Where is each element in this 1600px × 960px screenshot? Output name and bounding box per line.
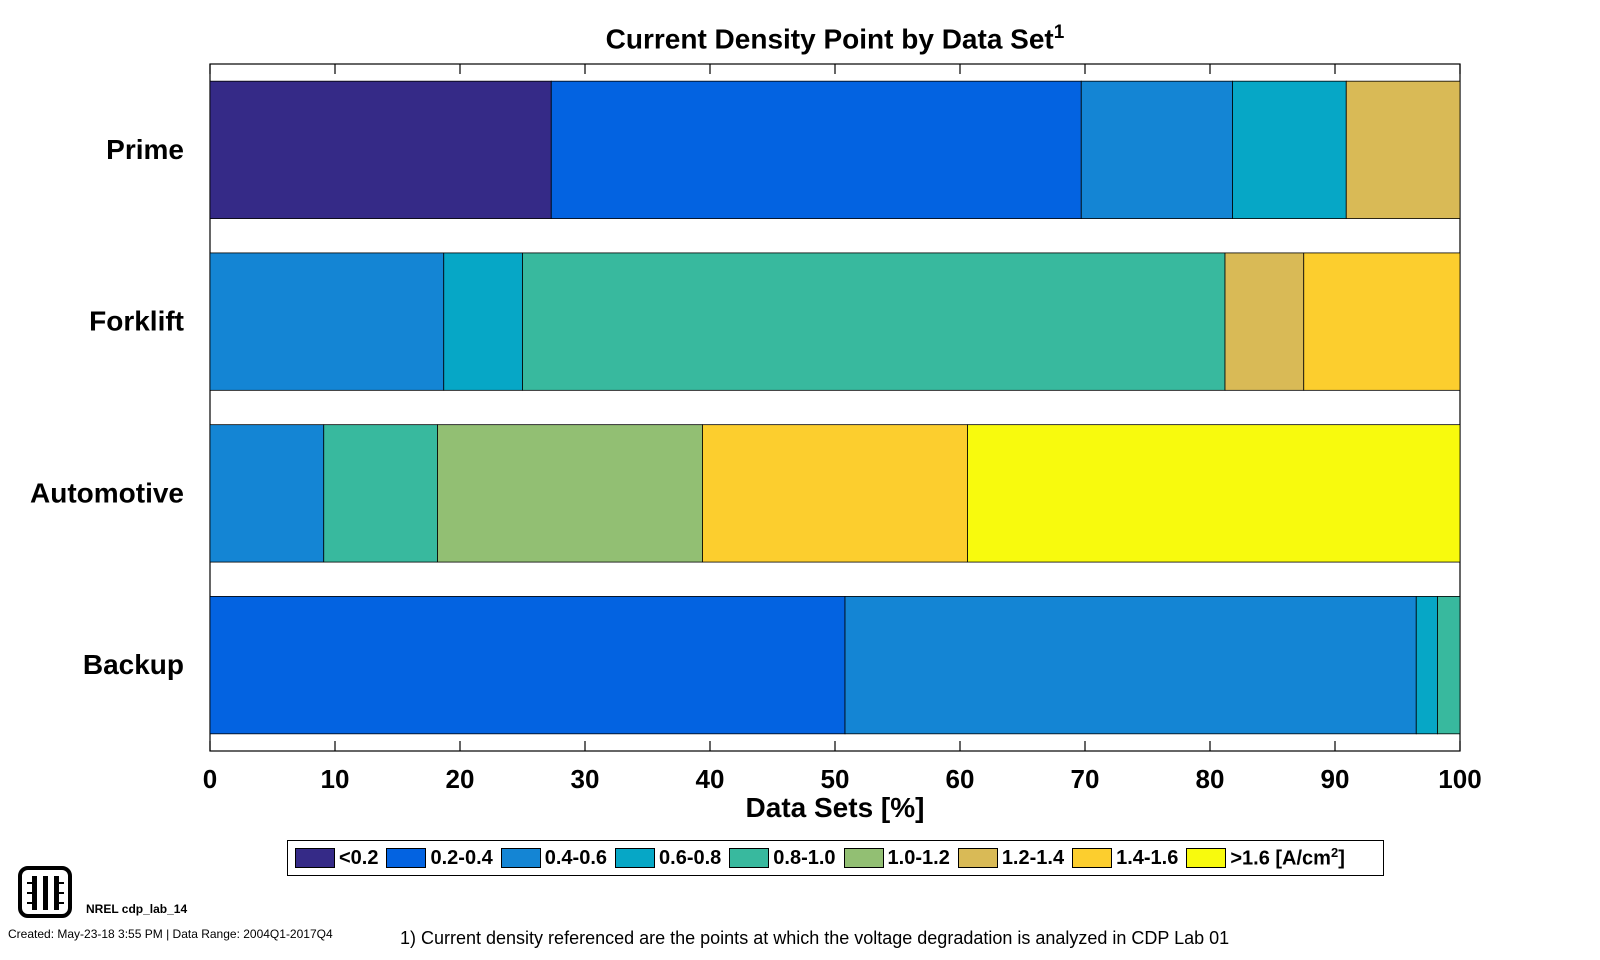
- x-tick-label-10: 100: [1438, 764, 1481, 794]
- y-tick-label-forklift: Forklift: [89, 306, 184, 337]
- legend-unit: [A/cm: [1269, 847, 1331, 870]
- legend-label: 1.2-1.4: [1002, 847, 1064, 870]
- created-info: Created: May-23-18 3:55 PM | Data Range:…: [8, 927, 333, 941]
- legend-item-3: 0.6-0.8: [615, 847, 721, 870]
- legend-item-1: 0.2-0.4: [386, 847, 493, 870]
- bar-segment-backup-3: [1415, 596, 1438, 735]
- x-tick-label-7: 70: [1071, 764, 1100, 794]
- legend-series-name: 0.4-0.6: [544, 846, 608, 869]
- bar-segment-forklift-6: [1224, 252, 1305, 391]
- legend-series-name: 0.2-0.4: [430, 846, 493, 869]
- x-tick-label-4: 40: [696, 764, 725, 794]
- legend-series-name: >1.6: [1230, 847, 1270, 870]
- legend: <0.2 0.2-0.4 0.4-0.6 0.6-0.8 0.8-1.0 1.0-1.2 1…: [287, 840, 1384, 876]
- bar-segment-forklift-7: [1303, 252, 1461, 391]
- x-tick-label-8: 80: [1196, 764, 1225, 794]
- x-tick-label-2: 20: [446, 764, 475, 794]
- legend-label: <0.2: [339, 847, 378, 870]
- legend-item-4: 0.8-1.0: [729, 847, 836, 870]
- legend-series-name: 0.8-1.0: [773, 846, 836, 869]
- legend-swatch: [1072, 848, 1113, 868]
- lab-name: NREL cdp_lab_14: [86, 902, 188, 916]
- bar-segment-automotive-4: [323, 424, 438, 563]
- legend-swatch: [500, 848, 541, 868]
- y-tick-label-backup: Backup: [83, 649, 184, 680]
- bar-segment-prime-0: [209, 80, 552, 219]
- legend-item-7: 1.4-1.6: [1072, 847, 1178, 870]
- legend-swatch: [1186, 848, 1227, 868]
- legend-item-0: <0.2: [295, 847, 378, 870]
- nrel-logo-icon: [18, 866, 72, 918]
- bar-segment-prime-1: [550, 80, 1082, 219]
- legend-label: 0.8-1.0: [773, 847, 835, 870]
- legend-swatch: [615, 848, 656, 868]
- bar-segment-prime-2: [1080, 80, 1233, 219]
- x-tick-label-6: 60: [946, 764, 975, 794]
- bar-segment-automotive-8: [967, 424, 1461, 563]
- x-tick-label-5: 50: [821, 764, 850, 794]
- chart-title: Current Density Point by Data Set1: [0, 22, 1600, 55]
- bar-segment-automotive-2: [209, 424, 325, 563]
- legend-unit-close: ]: [1338, 847, 1345, 870]
- legend-label: >1.6 [A/cm2]: [1230, 845, 1345, 871]
- bar-segment-backup-4: [1437, 596, 1461, 735]
- x-tick-label-0: 0: [203, 764, 217, 794]
- x-tick-label-1: 10: [321, 764, 350, 794]
- legend-label: 1.4-1.6: [1116, 847, 1178, 870]
- x-axis-label: Data Sets [%]: [745, 792, 925, 823]
- footnote: 1) Current density referenced are the po…: [400, 928, 1230, 948]
- legend-series-name: <0.2: [339, 846, 379, 869]
- legend-swatch: [843, 848, 884, 868]
- legend-series-name: 1.4-1.6: [1116, 846, 1179, 869]
- legend-series-name: 1.2-1.4: [1001, 846, 1065, 869]
- bar-segment-prime-3: [1232, 80, 1347, 219]
- legend-swatch: [957, 848, 998, 868]
- chart-title-footnote-mark: 1: [1053, 22, 1065, 43]
- bar-segment-forklift-4: [522, 252, 1226, 391]
- legend-swatch: [295, 848, 335, 868]
- legend-item-2: 0.4-0.6: [500, 847, 607, 870]
- legend-swatch: [386, 848, 427, 868]
- x-tick-label-3: 30: [571, 764, 600, 794]
- legend-label: 0.6-0.8: [659, 847, 721, 870]
- bar-segment-prime-6: [1345, 80, 1461, 219]
- bar-segment-automotive-5: [437, 424, 703, 563]
- bar-segment-forklift-2: [209, 252, 445, 391]
- bar-segment-automotive-7: [702, 424, 968, 563]
- y-tick-label-automotive: Automotive: [30, 477, 184, 508]
- y-tick-label-prime: Prime: [106, 134, 184, 165]
- legend-label: 1.0-1.2: [888, 847, 950, 870]
- legend-label: 0.2-0.4: [430, 847, 492, 870]
- legend-swatch: [729, 848, 770, 868]
- chart-title-text: Current Density Point by Data Set: [605, 23, 1054, 55]
- legend-item-6: 1.2-1.4: [957, 847, 1064, 870]
- legend-item-8: >1.6 [A/cm2]: [1186, 845, 1345, 871]
- bar-segment-forklift-3: [443, 252, 523, 391]
- legend-item-5: 1.0-1.2: [843, 847, 950, 870]
- legend-series-name: 0.6-0.8: [659, 846, 722, 869]
- x-tick-label-9: 90: [1321, 764, 1350, 794]
- legend-label: 0.4-0.6: [545, 847, 607, 870]
- legend-unit-superscript: 2: [1330, 845, 1339, 861]
- bar-segment-backup-1: [209, 596, 846, 735]
- bar-segment-backup-2: [844, 596, 1417, 735]
- legend-series-name: 1.0-1.2: [887, 846, 950, 869]
